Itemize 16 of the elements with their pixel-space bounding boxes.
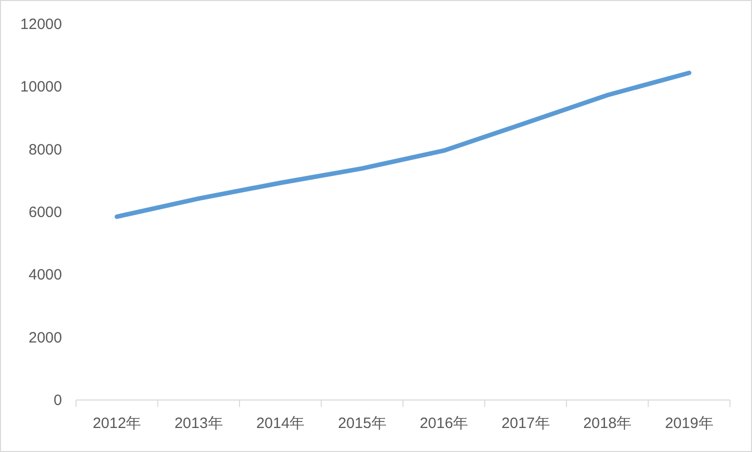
y-tick-label: 10000 [20,78,62,96]
x-tick-label: 2016年 [420,415,468,432]
x-tick-label: 2015年 [338,415,386,432]
x-tick-label: 2018年 [583,415,632,432]
x-tick-label: 2013年 [174,415,223,432]
y-tick-label: 8000 [28,141,62,158]
x-tick-label: 2012年 [92,415,142,432]
y-tick-label: 4000 [28,266,62,284]
y-tick-label: 0 [54,392,62,409]
line-series [114,70,692,219]
y-tick-label: 6000 [28,204,62,221]
y-tick-label: 2000 [28,329,62,346]
x-tick-label: 2017年 [501,415,550,432]
x-tick-label: 2014年 [256,415,305,432]
x-tick-label: 2019年 [664,415,714,432]
y-tick-label: 12000 [20,16,62,33]
